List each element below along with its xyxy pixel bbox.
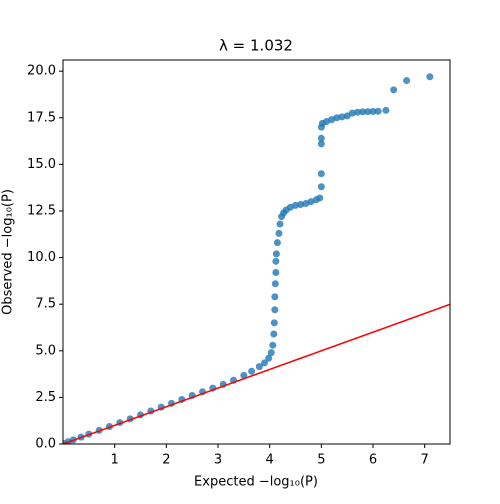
- point: [348, 109, 356, 117]
- reference-line: [63, 303, 450, 444]
- point: [272, 257, 280, 265]
- x-axis-label: Expected −log₁₀(P): [194, 475, 318, 490]
- point: [265, 354, 273, 362]
- point: [276, 220, 284, 228]
- point: [271, 306, 279, 314]
- point: [271, 280, 279, 288]
- point: [374, 107, 382, 115]
- point: [255, 363, 263, 371]
- point: [271, 293, 279, 301]
- point: [272, 269, 280, 277]
- point: [317, 183, 325, 191]
- point: [273, 239, 281, 247]
- point: [338, 113, 346, 121]
- point: [317, 170, 325, 178]
- point: [317, 134, 325, 142]
- y-tick-label: 20.0: [27, 64, 56, 79]
- y-tick-label: 0.0: [35, 437, 56, 452]
- x-tick-label: 5: [317, 453, 325, 468]
- chart-title: λ = 1.032: [219, 37, 293, 55]
- point: [354, 108, 362, 116]
- point: [261, 359, 269, 367]
- point: [297, 200, 305, 208]
- point: [272, 250, 280, 258]
- y-tick-label: 7.5: [35, 297, 56, 312]
- x-tick-label: 4: [266, 453, 274, 468]
- point: [390, 86, 398, 94]
- x-tick-label: 7: [421, 453, 429, 468]
- y-axis-label: Observed −log₁₀(P): [1, 189, 16, 315]
- point: [316, 194, 324, 202]
- y-tick-label: 2.5: [35, 390, 56, 405]
- point: [269, 341, 277, 349]
- y-tick-label: 12.5: [27, 203, 56, 218]
- point: [292, 201, 300, 209]
- point: [270, 330, 278, 338]
- x-tick-label: 1: [111, 453, 119, 468]
- point: [270, 319, 278, 327]
- y-tick-label: 17.5: [27, 110, 56, 125]
- x-tick-label: 3: [214, 453, 222, 468]
- point: [426, 73, 434, 81]
- x-tick-label: 2: [162, 453, 170, 468]
- point: [369, 107, 377, 115]
- point: [248, 367, 256, 375]
- point: [343, 112, 351, 120]
- point: [382, 106, 390, 114]
- x-tick-label: 6: [369, 453, 377, 468]
- point: [267, 349, 275, 357]
- point: [359, 108, 367, 116]
- y-tick-label: 15.0: [27, 157, 56, 172]
- point: [275, 229, 283, 237]
- y-tick-label: 5.0: [35, 343, 56, 358]
- point: [240, 371, 248, 379]
- y-tick-label: 10.0: [27, 250, 56, 265]
- point: [364, 108, 372, 116]
- plot-frame: [62, 59, 451, 445]
- point: [317, 140, 325, 148]
- point: [333, 114, 341, 122]
- point: [403, 77, 411, 85]
